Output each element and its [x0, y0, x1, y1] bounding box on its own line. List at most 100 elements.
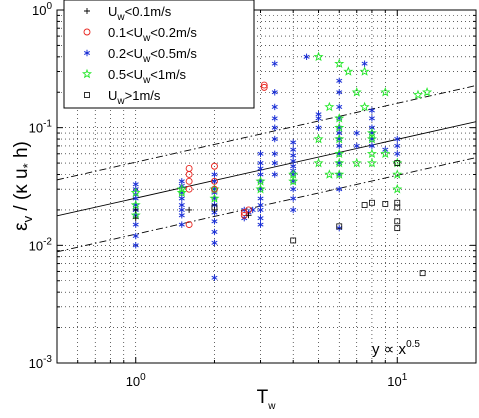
- data-point: [271, 135, 278, 143]
- data-point: [185, 221, 193, 229]
- data-point: [257, 150, 264, 157]
- data-point: [260, 83, 268, 91]
- x-tick-label: 101: [387, 372, 407, 389]
- data-point: [249, 206, 256, 214]
- series-star: [130, 51, 433, 220]
- legend-box: [63, 0, 255, 109]
- data-point: [336, 77, 343, 85]
- x-axis-label: Tw: [257, 387, 277, 412]
- data-point: [178, 195, 185, 202]
- data-point: [324, 101, 335, 112]
- series-square: [211, 160, 426, 277]
- data-points: [130, 51, 433, 281]
- data-point: [211, 162, 218, 170]
- legend: Uw<0.1m/s 0.1<Uw<0.2m/s 0.2<Uw<0.5m/s 0.…: [63, 0, 255, 109]
- data-point: [324, 169, 335, 179]
- data-point: [334, 113, 345, 123]
- data-point: [211, 171, 218, 178]
- data-point: [336, 89, 343, 96]
- data-point: [271, 159, 278, 167]
- data-point: [334, 122, 345, 132]
- data-point: [290, 237, 297, 244]
- data-point: [334, 148, 345, 159]
- data-point: [290, 185, 297, 193]
- data-point: [394, 150, 401, 157]
- data-point: [132, 206, 139, 213]
- data-point: [394, 204, 401, 211]
- y-tick-label: 100: [32, 1, 52, 18]
- data-point: [368, 142, 375, 150]
- data-point: [185, 177, 193, 185]
- data-point: [336, 142, 343, 150]
- data-point: [178, 206, 185, 214]
- plot-frame: [56, 9, 477, 364]
- data-point: [359, 101, 370, 112]
- data-point: [211, 218, 218, 225]
- data-point: [353, 129, 360, 137]
- slope-annotation: y ∝ x0.5: [372, 339, 420, 358]
- fit-line-solid: [57, 121, 476, 217]
- data-point: [209, 193, 220, 203]
- data-point: [271, 89, 278, 96]
- data-point: [290, 195, 297, 202]
- data-point: [368, 107, 375, 114]
- data-point: [353, 142, 360, 150]
- data-point: [257, 165, 264, 172]
- y-tick-label: 10-3: [29, 354, 53, 371]
- data-point: [392, 169, 403, 179]
- data-point: [176, 183, 187, 194]
- fit-lines: [57, 85, 476, 253]
- data-point: [178, 212, 185, 219]
- data-point: [178, 221, 185, 228]
- legend-entry-label: Uw<0.1m/s: [108, 4, 172, 23]
- data-point: [351, 86, 362, 97]
- data-point: [271, 60, 278, 67]
- data-point: [334, 157, 345, 168]
- data-point: [422, 86, 433, 97]
- x-tick-label: 100: [126, 372, 146, 389]
- data-point: [313, 51, 324, 62]
- data-point: [368, 115, 375, 122]
- data-point: [211, 274, 218, 281]
- y-axis-label: εv / (κ u* h): [11, 141, 35, 231]
- legend-entry-label: 0.2<Uw<0.5m/s: [108, 46, 197, 65]
- legend-marker: [83, 49, 91, 57]
- legend-entry-label: 0.5<Uw<1m/s: [108, 67, 187, 86]
- data-point: [132, 221, 139, 228]
- data-point: [245, 212, 252, 219]
- data-point: [290, 146, 297, 153]
- data-point: [271, 103, 278, 111]
- data-point: [392, 183, 403, 194]
- data-point: [186, 206, 193, 213]
- data-point: [130, 199, 141, 210]
- legend-entry-label: 0.1<Uw<0.2m/s: [108, 25, 197, 44]
- data-point: [334, 133, 345, 144]
- y-tick-label: 10-1: [29, 119, 53, 136]
- data-point: [211, 204, 218, 211]
- series-circle: [185, 81, 268, 229]
- data-point: [394, 218, 401, 225]
- data-point: [336, 185, 343, 193]
- data-point: [315, 124, 322, 131]
- data-point: [290, 139, 297, 146]
- data-point: [369, 199, 375, 206]
- data-point: [303, 53, 310, 61]
- data-point: [336, 103, 343, 111]
- data-point: [176, 187, 187, 197]
- data-point: [380, 148, 391, 159]
- data-point: [185, 171, 193, 178]
- data-point: [359, 66, 370, 76]
- data-point: [211, 178, 218, 185]
- legend-markers: [82, 8, 92, 98]
- data-point: [271, 171, 278, 178]
- data-point: [334, 58, 345, 68]
- y-tick-label: 10-2: [29, 236, 53, 253]
- data-point: [211, 228, 218, 236]
- data-point: [366, 157, 377, 168]
- data-point: [419, 270, 426, 277]
- data-point: [185, 185, 193, 193]
- data-point: [313, 157, 324, 168]
- data-point: [211, 239, 218, 247]
- data-point: [343, 66, 354, 76]
